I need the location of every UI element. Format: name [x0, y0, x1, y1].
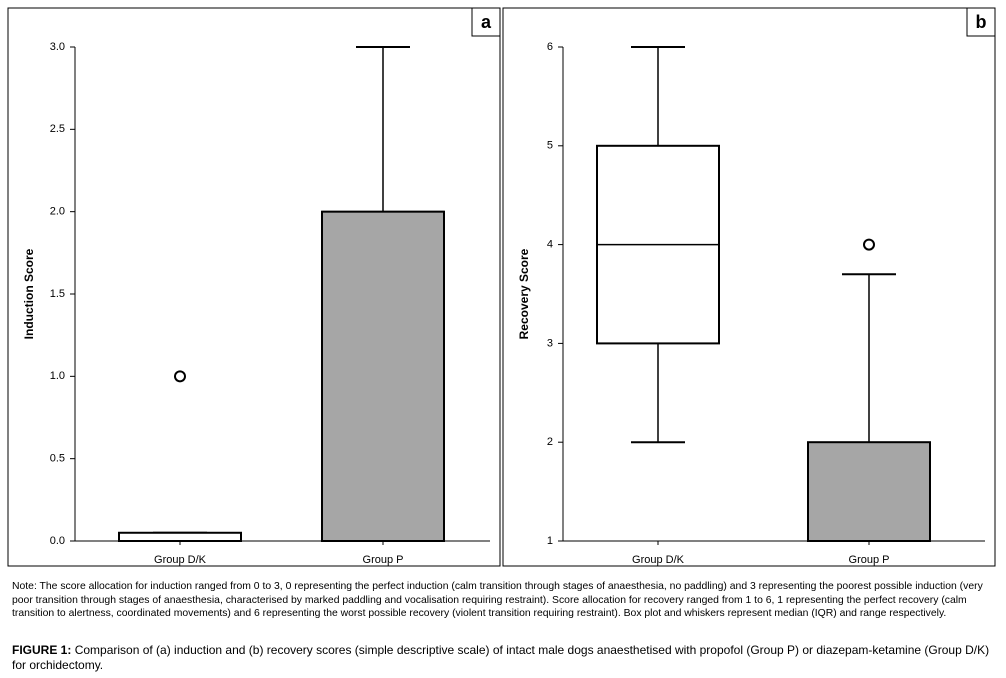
box [807, 441, 931, 543]
caption: FIGURE 1: Comparison of (a) induction an… [12, 643, 994, 673]
panel-label-box [966, 7, 996, 37]
outlier [863, 238, 875, 251]
y-tick-label: 2 [547, 436, 553, 448]
y-tick-label: 1 [547, 535, 553, 547]
y-tick-label: 5 [547, 140, 553, 152]
y-tick-label: 6 [547, 41, 553, 53]
x-tick-label: Group D/K [154, 554, 207, 566]
panel-frame [7, 7, 501, 567]
y-tick-label: 4 [547, 239, 553, 251]
panel-frame [502, 7, 996, 567]
figure: a Induction Score 0.0 0.5 1.0 1.5 2.0 2.5 3.0 Gro… [7, 7, 996, 567]
panel-label: a [481, 12, 492, 32]
box [118, 531, 242, 542]
y-tick-label: 1.5 [50, 288, 65, 300]
y-axis-label: Recovery Score [517, 248, 531, 339]
x-tick-label: Group P [849, 554, 890, 566]
caption-label: FIGURE 1: [12, 643, 72, 657]
y-tick-label: 2.5 [50, 123, 65, 135]
x-tick-label: Group P [363, 554, 404, 566]
caption-text: Comparison of (a) induction and (b) reco… [12, 643, 990, 672]
y-axis-label: Induction Score [22, 248, 36, 339]
y-tick-label: 1.0 [50, 370, 65, 382]
panel-label: b [976, 12, 987, 32]
outlier [174, 370, 186, 383]
y-tick-label: 3 [547, 337, 553, 349]
x-tick-label: Group D/K [632, 554, 685, 566]
y-tick-label: 0.0 [50, 535, 65, 547]
box [321, 210, 445, 543]
y-tick-label: 0.5 [50, 453, 65, 465]
note: Note: The score allocation for induction… [12, 581, 983, 619]
y-tick-label: 3.0 [50, 41, 65, 53]
panel-label-box [471, 7, 501, 37]
y-tick-label: 2.0 [50, 206, 65, 218]
